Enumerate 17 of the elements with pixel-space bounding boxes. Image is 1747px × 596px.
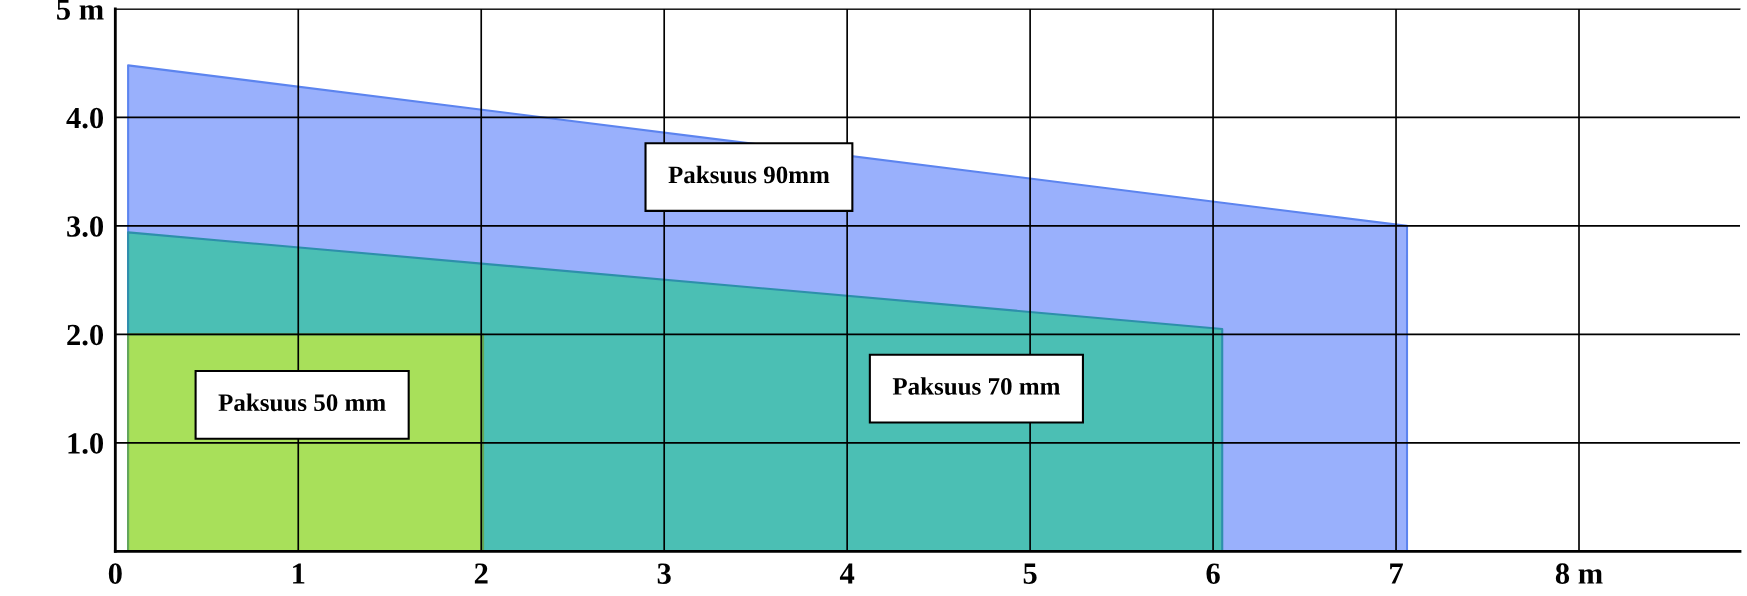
y-tick-label: 1.0 bbox=[68, 433, 104, 454]
series-label: Paksuus 90mm bbox=[668, 165, 830, 184]
y-tick-label: 4.0 bbox=[66, 107, 104, 129]
x-tick-label: 2 bbox=[474, 563, 488, 584]
series-label: Paksuus 70 mm bbox=[892, 377, 1061, 395]
x-tick-label: 6 bbox=[1206, 563, 1220, 584]
series-label: Paksuus 50 mm bbox=[218, 393, 386, 412]
x-tick-label: 4 bbox=[839, 563, 855, 584]
x-tick-label: 8 m bbox=[1555, 563, 1603, 584]
x-tick-label: 0 bbox=[108, 563, 122, 584]
y-tick-label: 2.0 bbox=[67, 324, 104, 346]
x-tick-label: 5 bbox=[1023, 563, 1037, 584]
x-tick-label: 3 bbox=[657, 563, 671, 584]
x-tick-label: 1 bbox=[293, 563, 305, 584]
x-tick-label: 7 bbox=[1390, 563, 1403, 584]
y-tick-label: 3.0 bbox=[67, 216, 104, 237]
y-tick-label: 5 m bbox=[57, 0, 104, 20]
